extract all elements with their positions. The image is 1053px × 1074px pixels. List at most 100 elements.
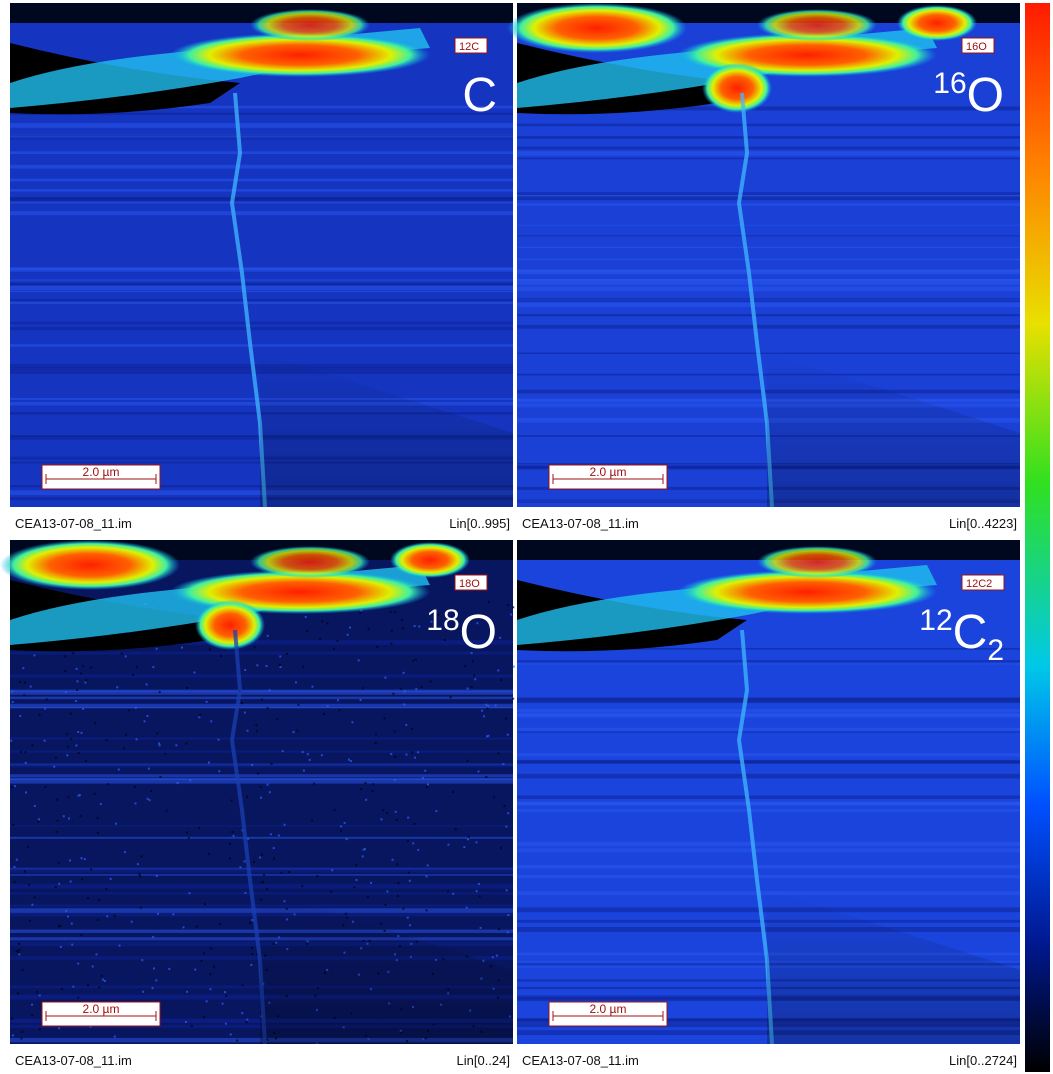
scan-streak [10, 151, 513, 155]
noise [367, 627, 370, 630]
noise [409, 924, 412, 927]
noise [406, 840, 409, 843]
color-scale [1025, 3, 1050, 1072]
noise [391, 858, 394, 861]
noise [323, 713, 326, 716]
noise [180, 646, 183, 649]
noise [437, 613, 440, 616]
noise [371, 789, 374, 792]
noise [221, 1002, 224, 1005]
noise [113, 914, 116, 917]
noise [365, 798, 368, 801]
noise [355, 878, 358, 881]
scan-streak [10, 135, 513, 137]
scan-streak [517, 752, 1020, 757]
scan-streak [10, 737, 513, 739]
noise [151, 987, 154, 990]
noise [338, 709, 341, 712]
scan-streak [517, 203, 1020, 206]
scan-streak [10, 344, 513, 347]
noise [512, 606, 515, 609]
noise [394, 810, 397, 813]
noise [125, 733, 128, 736]
panel: 12C C 2.0 µm CEA13-07-08_11.im Lin[0..995] [10, 3, 513, 537]
noise [65, 733, 68, 736]
noise [406, 916, 409, 919]
noise [202, 952, 205, 955]
noise [90, 868, 93, 871]
noise [249, 921, 252, 924]
scan-streak [10, 868, 513, 873]
noise [24, 761, 27, 764]
noise [507, 604, 510, 607]
noise [413, 625, 416, 628]
noise [332, 647, 335, 650]
noise [207, 852, 210, 855]
noise [57, 925, 60, 928]
noise [260, 881, 263, 884]
scan-streak [10, 178, 513, 182]
noise [229, 857, 232, 860]
scan-streak [517, 269, 1020, 275]
scan-streak [517, 727, 1020, 731]
noise [67, 796, 70, 799]
noise [11, 690, 14, 693]
noise [89, 1025, 92, 1028]
hot-spot [170, 33, 430, 77]
noise [152, 967, 155, 970]
noise [251, 919, 254, 922]
noise [507, 812, 510, 815]
noise [452, 892, 455, 895]
noise [204, 903, 207, 906]
noise [251, 946, 254, 949]
noise [306, 630, 309, 633]
file-name: CEA13-07-08_11.im [15, 516, 132, 531]
noise [11, 1017, 14, 1020]
noise [279, 666, 282, 669]
hot-spot [195, 600, 265, 650]
noise [255, 730, 258, 733]
noise [311, 819, 314, 822]
noise [487, 734, 490, 737]
noise [273, 857, 276, 860]
noise [77, 962, 80, 965]
noise [186, 831, 189, 834]
noise [301, 884, 304, 887]
noise [374, 742, 377, 745]
noise [362, 687, 365, 690]
noise [11, 786, 14, 789]
scan-streak [517, 123, 1020, 127]
noise [405, 723, 408, 726]
noise [96, 817, 99, 820]
noise [394, 755, 397, 758]
noise [506, 931, 509, 934]
noise [103, 979, 106, 982]
boundary [260, 890, 513, 1044]
noise [326, 705, 329, 708]
noise [250, 964, 253, 967]
noise [278, 664, 281, 667]
scan-streak [517, 136, 1020, 138]
scan-streak [517, 697, 1020, 700]
scale-line [552, 1011, 664, 1021]
scan-streak [10, 836, 513, 839]
scan-streak [517, 302, 1020, 308]
noise [188, 892, 191, 895]
noise [58, 882, 61, 885]
noise [22, 667, 25, 670]
noise [158, 742, 161, 745]
noise [71, 943, 74, 946]
noise [360, 787, 363, 790]
noise [66, 745, 69, 748]
noise [198, 716, 201, 719]
scan-streak [517, 196, 1020, 201]
tag-box [961, 574, 1005, 591]
noise [239, 866, 242, 869]
noise [69, 712, 72, 715]
noise [107, 783, 110, 786]
noise [79, 815, 82, 818]
noise [134, 706, 137, 709]
noise [31, 1003, 34, 1006]
noise [117, 768, 120, 771]
